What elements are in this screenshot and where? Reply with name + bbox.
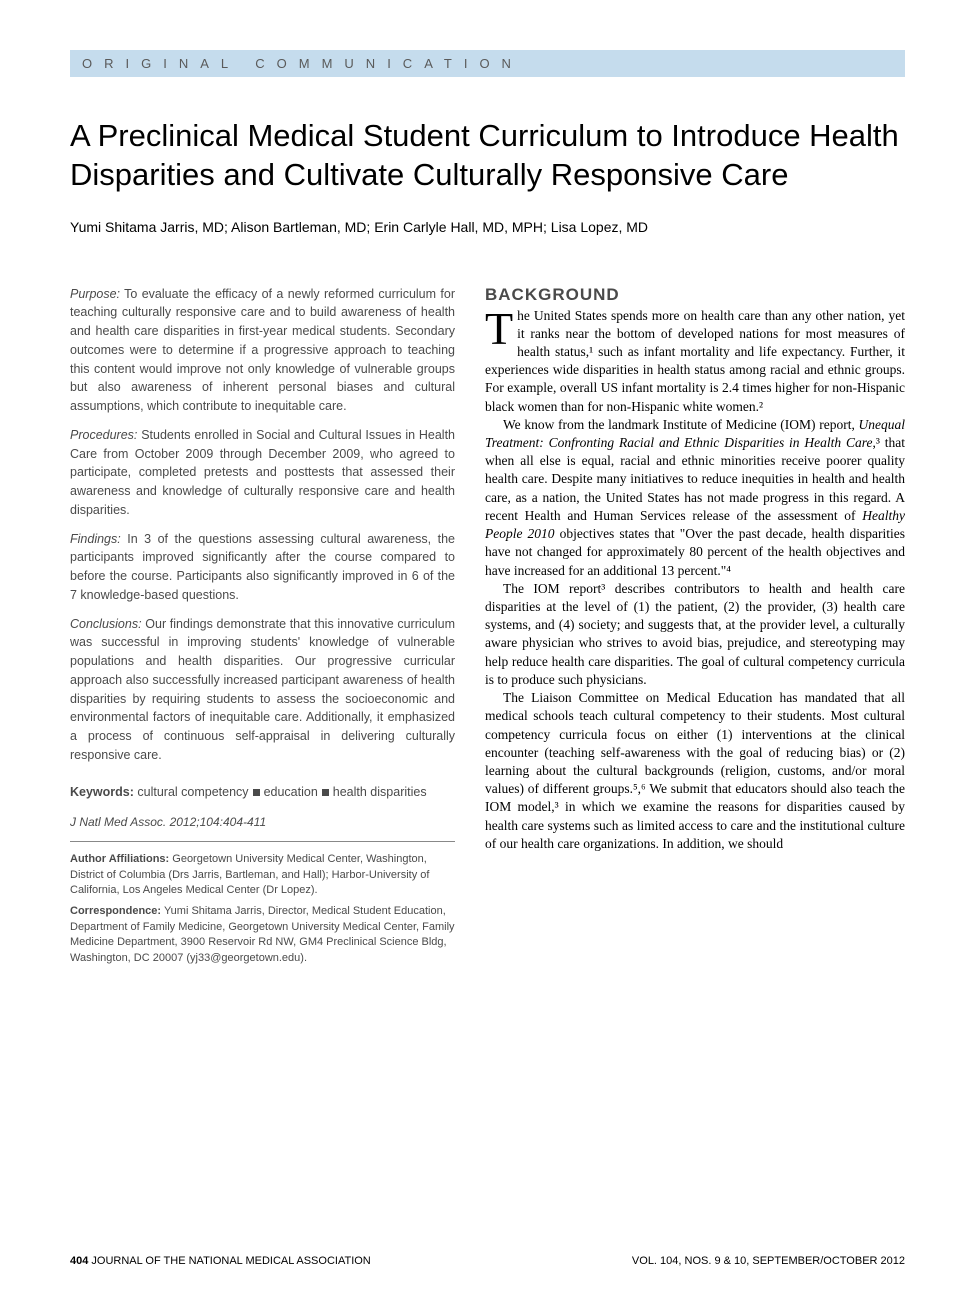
author-affiliations-label: Author Affiliations: <box>70 853 169 865</box>
conclusions-label: Conclusions: <box>70 617 142 631</box>
citation: J Natl Med Assoc. 2012;104:404-411 <box>70 809 455 842</box>
body-para-1: The United States spends more on health … <box>485 307 905 416</box>
abstract-findings: Findings: In 3 of the questions assessin… <box>70 530 455 605</box>
body-para-2: We know from the landmark Institute of M… <box>485 416 905 580</box>
purpose-label: Purpose: <box>70 287 120 301</box>
abstract: Purpose: To evaluate the efficacy of a n… <box>70 285 455 765</box>
body-para-3: The IOM report³ describes contributors t… <box>485 580 905 689</box>
page-number: 404 <box>70 1255 88 1267</box>
correspondence: Correspondence: Yumi Shitama Jarris, Dir… <box>70 904 455 966</box>
article-title: A Preclinical Medical Student Curriculum… <box>70 117 905 195</box>
background-heading: BACKGROUND <box>485 285 905 305</box>
right-column: BACKGROUND The United States spends more… <box>485 285 905 972</box>
body-para-4: The Liaison Committee on Medical Educati… <box>485 689 905 853</box>
findings-label: Findings: <box>70 532 121 546</box>
section-banner: ORIGINAL COMMUNICATION <box>70 50 905 77</box>
keyword-item: health disparities <box>333 785 427 799</box>
footer-left: 404 JOURNAL OF THE NATIONAL MEDICAL ASSO… <box>70 1255 371 1267</box>
keywords-label: Keywords: <box>70 785 134 799</box>
conclusions-text: Our findings demonstrate that this innov… <box>70 617 455 762</box>
keywords: Keywords: cultural competency education he… <box>70 775 455 810</box>
affiliations: Author Affiliations: Georgetown Universi… <box>70 852 455 966</box>
keyword-item: education <box>264 785 318 799</box>
author-list: Yumi Shitama Jarris, MD; Alison Bartlema… <box>70 219 905 235</box>
footer-right: VOL. 104, NOS. 9 & 10, SEPTEMBER/OCTOBER… <box>632 1255 905 1267</box>
correspondence-label: Correspondence: <box>70 905 161 917</box>
keyword-separator-icon <box>253 789 260 796</box>
two-column-layout: Purpose: To evaluate the efficacy of a n… <box>70 285 905 972</box>
body-text: The United States spends more on health … <box>485 307 905 854</box>
abstract-procedures: Procedures: Students enrolled in Social … <box>70 426 455 520</box>
procedures-label: Procedures: <box>70 428 137 442</box>
body-para-1-text: he United States spends more on health c… <box>485 308 905 414</box>
author-affiliations: Author Affiliations: Georgetown Universi… <box>70 852 455 898</box>
keyword-item: cultural competency <box>137 785 248 799</box>
keyword-separator-icon <box>322 789 329 796</box>
abstract-conclusions: Conclusions: Our findings demonstrate th… <box>70 615 455 765</box>
abstract-purpose: Purpose: To evaluate the efficacy of a n… <box>70 285 455 416</box>
dropcap: T <box>485 307 517 348</box>
left-column: Purpose: To evaluate the efficacy of a n… <box>70 285 455 972</box>
page-footer: 404 JOURNAL OF THE NATIONAL MEDICAL ASSO… <box>70 1255 905 1267</box>
purpose-text: To evaluate the efficacy of a newly refo… <box>70 287 455 414</box>
journal-name: JOURNAL OF THE NATIONAL MEDICAL ASSOCIAT… <box>91 1255 370 1267</box>
findings-text: In 3 of the questions assessing cultural… <box>70 532 455 602</box>
body-para-2-pre: We know from the landmark Institute of M… <box>503 417 859 432</box>
